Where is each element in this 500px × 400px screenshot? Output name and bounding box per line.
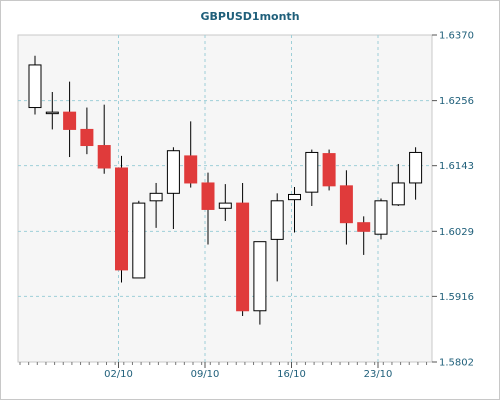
y-tick-label: 1.6256 (439, 96, 474, 107)
x-tick-label: 02/10 (104, 369, 133, 380)
candle (236, 182, 250, 316)
candle (322, 149, 336, 191)
axis-layer: 1.6370 1.6256 1.6143 1.6029 1.5916 1.5802 02/1… (19, 31, 474, 380)
x-tick-label: 16/10 (277, 369, 306, 380)
candle-body-down (63, 111, 77, 130)
candle-body-down (115, 167, 128, 271)
candle (218, 184, 232, 221)
candle-body-up (149, 192, 163, 202)
candle (270, 193, 284, 282)
candle-body-up (409, 151, 423, 184)
x-tick-label: 09/10 (191, 369, 220, 380)
candle (63, 81, 77, 158)
candle (184, 121, 198, 188)
candle-body-up (270, 200, 284, 240)
candle-body-up (28, 64, 42, 109)
y-tick-label: 1.5916 (439, 292, 474, 303)
candle (288, 186, 301, 233)
x-tick-label: 23/10 (364, 369, 393, 380)
candle (339, 170, 353, 245)
candle (97, 104, 111, 174)
candle-body-up (391, 182, 405, 206)
candle (115, 155, 128, 283)
candle (201, 172, 215, 245)
candle-body-down (236, 202, 250, 312)
candle-body-up (253, 241, 267, 312)
candle (409, 147, 423, 200)
candle-body-up (132, 202, 146, 279)
y-tick-label: 1.6143 (439, 161, 474, 172)
candle-body-down (201, 182, 215, 210)
candle-body-up (374, 200, 388, 235)
candle-body-up (166, 150, 180, 194)
candle (305, 149, 319, 206)
y-tick-label: 1.6370 (439, 31, 474, 42)
candle (45, 91, 59, 130)
candle-body-down (97, 145, 111, 169)
candle-body-up (305, 151, 319, 193)
candle (166, 147, 180, 230)
candle (357, 216, 371, 255)
candle-layer (28, 55, 423, 325)
y-tick-label: 1.6029 (439, 227, 474, 238)
candle (132, 200, 146, 279)
candle-body-down (339, 185, 353, 224)
candle (149, 182, 163, 228)
candle (253, 241, 267, 325)
candle (391, 163, 405, 206)
candle-body-up (288, 193, 301, 201)
candle (374, 198, 388, 240)
candle-body-down (322, 153, 336, 187)
candle-body-down (357, 222, 371, 232)
candle-body-down (80, 128, 94, 147)
chart-title: GBPUSD1month (200, 10, 300, 23)
y-tick-label: 1.5802 (439, 358, 474, 369)
candle-body-up (45, 111, 59, 115)
candle (80, 107, 94, 155)
candle (28, 55, 42, 115)
candle-body-up (218, 202, 232, 209)
candle-body-down (184, 155, 198, 184)
